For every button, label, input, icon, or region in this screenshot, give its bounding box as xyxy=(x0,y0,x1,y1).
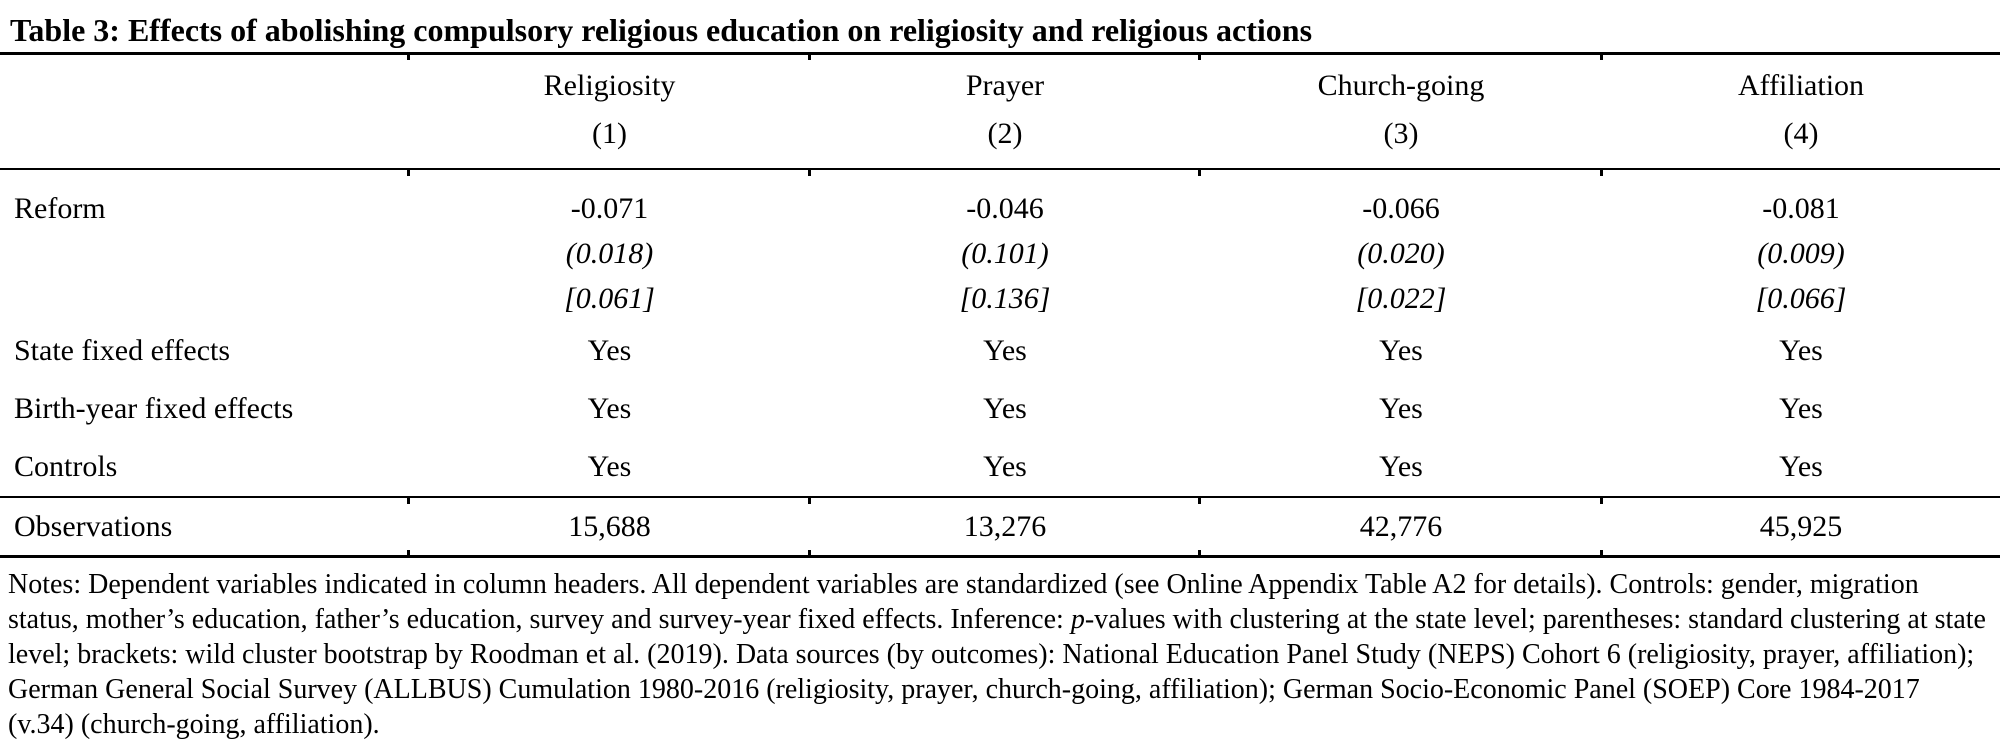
p-value: [0.022] xyxy=(1355,282,1447,315)
value-cell: Yes xyxy=(1779,450,1823,483)
p-value: [0.066] xyxy=(1755,282,1847,315)
column-label: Affiliation xyxy=(1737,69,1865,102)
coefficient: -0.071 xyxy=(570,192,649,225)
results-table: Religiosity (1) Prayer (2) Church-going … xyxy=(0,52,2000,559)
row-label: Controls xyxy=(14,450,118,483)
standard-error: (0.020) xyxy=(1357,237,1445,270)
observations-cell: 13,276 xyxy=(808,496,1200,559)
row-label: Observations xyxy=(0,496,409,558)
notes-text-2: -values with clustering at the state lev… xyxy=(8,604,1986,740)
notes-text-1: Notes: Dependent variables indicated in … xyxy=(8,569,1919,635)
value-cell: Yes xyxy=(1379,450,1423,483)
notes-p-italic: p xyxy=(1070,604,1085,635)
header-empty-cell xyxy=(0,52,409,170)
state-fixed-effects-row: State fixed effects Yes Yes Yes Yes xyxy=(0,322,2000,380)
standard-error: (0.009) xyxy=(1757,237,1845,270)
column-number: (4) xyxy=(1783,117,1819,150)
coefficient: -0.046 xyxy=(966,192,1044,225)
value-cell: Yes xyxy=(587,392,632,425)
table-title: Table 3: Effects of abolishing compulsor… xyxy=(10,12,1313,48)
header-row: Religiosity (1) Prayer (2) Church-going … xyxy=(0,52,2000,170)
column-label: Church-going xyxy=(1317,69,1485,102)
reform-cell-religiosity: -0.071 (0.018) [0.061] xyxy=(407,167,810,322)
birth-year-fixed-effects-row: Birth-year fixed effects Yes Yes Yes Yes xyxy=(0,380,2000,438)
table-notes: Notes: Dependent variables indicated in … xyxy=(0,567,2000,742)
column-label: Prayer xyxy=(965,69,1045,102)
observations-cell: 42,776 xyxy=(1198,496,1602,559)
value-cell: Yes xyxy=(1779,392,1823,425)
coefficient: -0.081 xyxy=(1762,192,1840,225)
value-cell: Yes xyxy=(1779,334,1823,367)
value-cell: Yes xyxy=(1379,334,1423,367)
column-header-religiosity: Religiosity (1) xyxy=(407,52,810,170)
column-label: Religiosity xyxy=(543,69,676,102)
observations-row: Observations 15,688 13,276 42,776 45,925 xyxy=(0,496,2000,559)
standard-error: (0.018) xyxy=(565,237,654,270)
value-cell: Yes xyxy=(587,334,632,367)
controls-row: Controls Yes Yes Yes Yes xyxy=(0,438,2000,497)
value-cell: Yes xyxy=(587,450,632,483)
reform-cell-affiliation: -0.081 (0.009) [0.066] xyxy=(1600,167,2000,322)
value-cell: Yes xyxy=(983,450,1027,483)
column-number: (1) xyxy=(592,117,627,150)
column-header-church-going: Church-going (3) xyxy=(1198,52,1602,170)
row-label: Reform xyxy=(14,192,106,225)
row-label: Birth-year fixed effects xyxy=(14,392,294,425)
reform-row: Reform -0.071 (0.018) [0.061] -0.046 (0.… xyxy=(0,167,2000,322)
column-number: (3) xyxy=(1383,117,1419,150)
reform-cell-prayer: -0.046 (0.101) [0.136] xyxy=(808,167,1200,322)
p-value: [0.136] xyxy=(959,282,1051,315)
coefficient: -0.066 xyxy=(1362,192,1440,225)
value-cell: Yes xyxy=(983,392,1027,425)
value-cell: Yes xyxy=(1379,392,1423,425)
standard-error: (0.101) xyxy=(961,237,1049,270)
observations-cell: 15,688 xyxy=(407,496,810,559)
reform-cell-church-going: -0.066 (0.020) [0.022] xyxy=(1198,167,1602,322)
column-header-affiliation: Affiliation (4) xyxy=(1600,52,2000,170)
row-label: State fixed effects xyxy=(14,334,231,367)
column-header-prayer: Prayer (2) xyxy=(808,52,1200,170)
value-cell: Yes xyxy=(983,334,1027,367)
p-value: [0.061] xyxy=(564,282,655,315)
observations-cell: 45,925 xyxy=(1600,496,2000,559)
column-number: (2) xyxy=(987,117,1023,150)
